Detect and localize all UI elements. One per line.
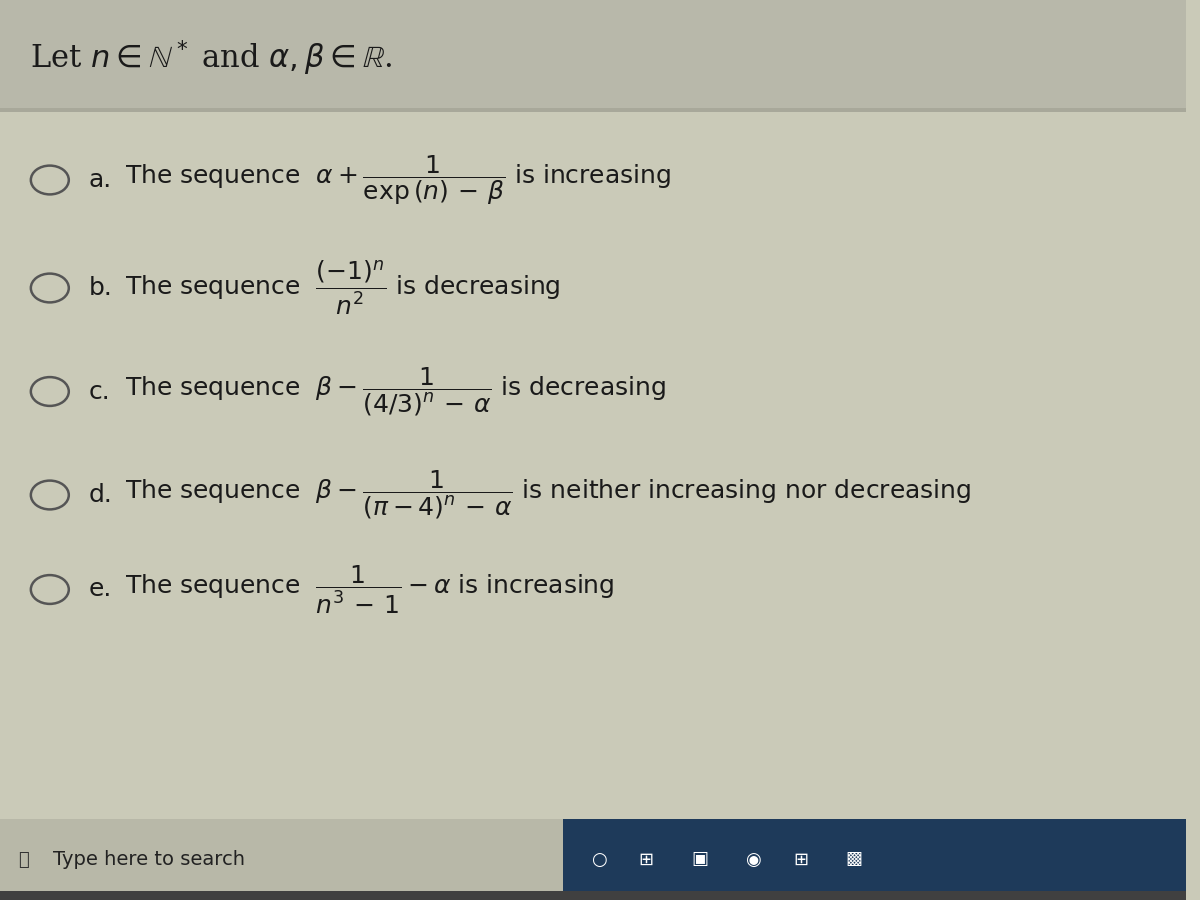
Text: a.: a. bbox=[89, 168, 113, 192]
Text: ▩: ▩ bbox=[846, 850, 863, 868]
Text: ○: ○ bbox=[592, 850, 607, 868]
Text: The sequence  $\dfrac{(-1)^n}{n^2}$ is decreasing: The sequence $\dfrac{(-1)^n}{n^2}$ is de… bbox=[125, 259, 560, 317]
Text: e.: e. bbox=[89, 578, 113, 601]
FancyBboxPatch shape bbox=[0, 108, 1186, 112]
Text: ▣: ▣ bbox=[691, 850, 708, 868]
Text: b.: b. bbox=[89, 276, 113, 300]
Text: c.: c. bbox=[89, 380, 110, 403]
Text: Type here to search: Type here to search bbox=[53, 850, 245, 869]
Text: The sequence  $\beta - \dfrac{1}{(4/3)^n\,-\,\alpha}$ is decreasing: The sequence $\beta - \dfrac{1}{(4/3)^n\… bbox=[125, 365, 666, 418]
Text: ⊞: ⊞ bbox=[793, 850, 808, 868]
FancyBboxPatch shape bbox=[0, 891, 1186, 900]
Text: ⊞: ⊞ bbox=[638, 850, 654, 868]
Text: The sequence  $\beta - \dfrac{1}{(\pi-4)^n\,-\,\alpha}$ is neither increasing no: The sequence $\beta - \dfrac{1}{(\pi-4)^… bbox=[125, 469, 971, 521]
Text: ◉: ◉ bbox=[745, 850, 761, 868]
FancyBboxPatch shape bbox=[0, 819, 1186, 900]
FancyBboxPatch shape bbox=[0, 0, 1186, 108]
Text: The sequence  $\alpha + \dfrac{1}{\mathrm{exp}\,(n)\,-\,\beta}$ is increasing: The sequence $\alpha + \dfrac{1}{\mathrm… bbox=[125, 153, 671, 207]
Text: Let $n \in \mathbb{N}^*$ and $\alpha, \beta \in \mathbb{R}$.: Let $n \in \mathbb{N}^*$ and $\alpha, \b… bbox=[30, 39, 392, 78]
Text: d.: d. bbox=[89, 483, 113, 507]
FancyBboxPatch shape bbox=[563, 819, 1186, 900]
FancyBboxPatch shape bbox=[0, 0, 1186, 27]
Text: 🔍: 🔍 bbox=[18, 850, 29, 868]
Text: The sequence  $\dfrac{1}{n^3\,-\,1} - \alpha$ is increasing: The sequence $\dfrac{1}{n^3\,-\,1} - \al… bbox=[125, 563, 614, 616]
